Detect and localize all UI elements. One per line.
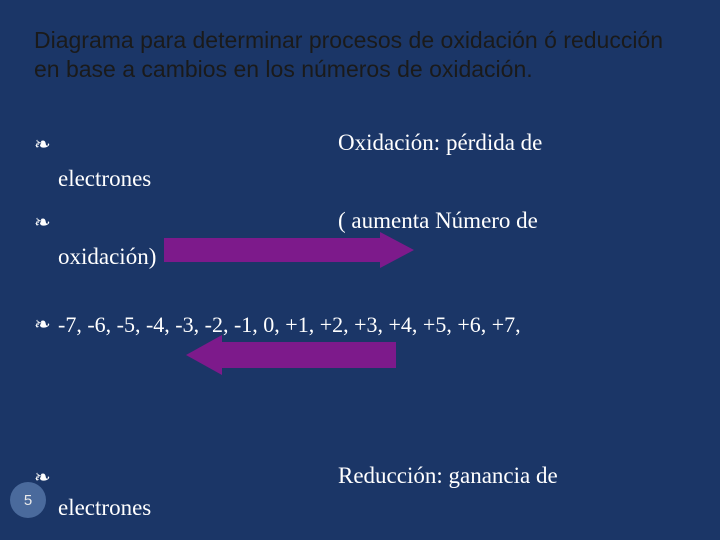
bullet-icon: ❧ xyxy=(34,312,51,337)
bullet-icon: ❧ xyxy=(34,132,51,157)
electrones-2: electrones xyxy=(58,495,151,521)
oxidacion-label: Oxidación: pérdida de xyxy=(338,130,542,156)
bullet-row-1: ❧ Oxidación: pérdida de xyxy=(34,130,684,160)
bullet-icon: ❧ xyxy=(34,210,51,235)
aumenta-label: ( aumenta Número de xyxy=(338,208,538,234)
slide-title: Diagrama para determinar procesos de oxi… xyxy=(34,26,674,84)
slide: Diagrama para determinar procesos de oxi… xyxy=(0,0,720,540)
arrow-body xyxy=(220,342,396,368)
electrones-1: electrones xyxy=(58,166,684,192)
page-number-value: 5 xyxy=(24,492,32,509)
arrow-body xyxy=(164,238,382,262)
arrow-right-icon xyxy=(164,232,414,268)
reduccion-label: Reducción: ganancia de xyxy=(338,463,558,489)
arrow-head xyxy=(380,232,414,268)
page-number: 5 xyxy=(10,482,46,518)
arrow-head xyxy=(186,335,222,375)
arrow-left-icon xyxy=(186,335,396,375)
